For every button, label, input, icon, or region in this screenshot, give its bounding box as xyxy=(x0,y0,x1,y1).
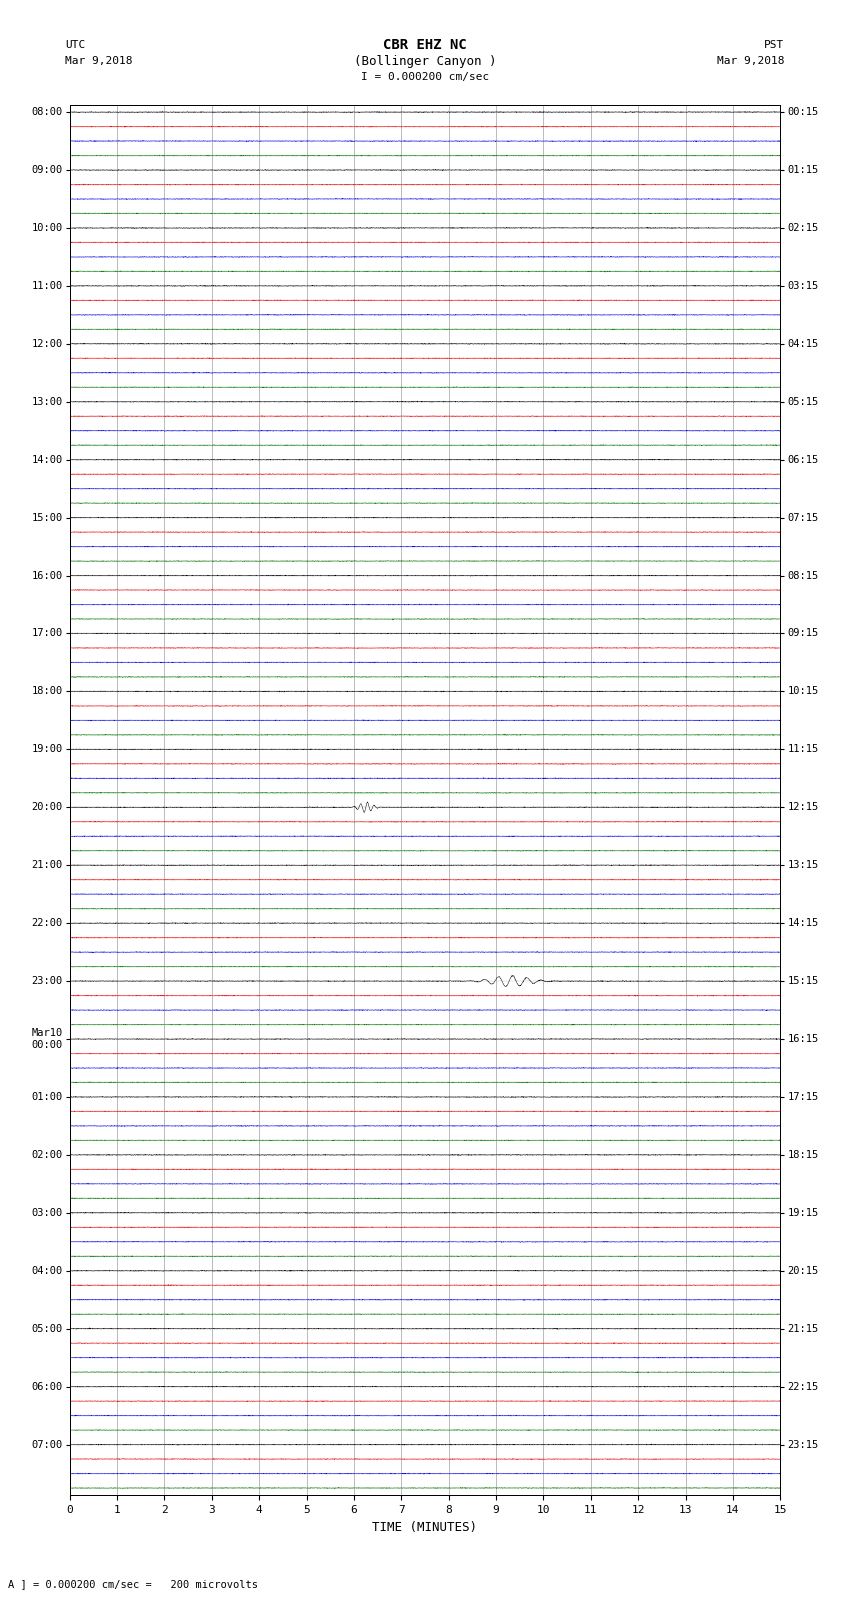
Text: A ] = 0.000200 cm/sec =   200 microvolts: A ] = 0.000200 cm/sec = 200 microvolts xyxy=(8,1579,258,1589)
Text: UTC: UTC xyxy=(65,40,86,50)
Text: CBR EHZ NC: CBR EHZ NC xyxy=(383,39,467,52)
Text: Mar 9,2018: Mar 9,2018 xyxy=(65,56,133,66)
X-axis label: TIME (MINUTES): TIME (MINUTES) xyxy=(372,1521,478,1534)
Text: Mar 9,2018: Mar 9,2018 xyxy=(717,56,785,66)
Text: (Bollinger Canyon ): (Bollinger Canyon ) xyxy=(354,55,496,68)
Text: I = 0.000200 cm/sec: I = 0.000200 cm/sec xyxy=(361,73,489,82)
Text: PST: PST xyxy=(764,40,785,50)
